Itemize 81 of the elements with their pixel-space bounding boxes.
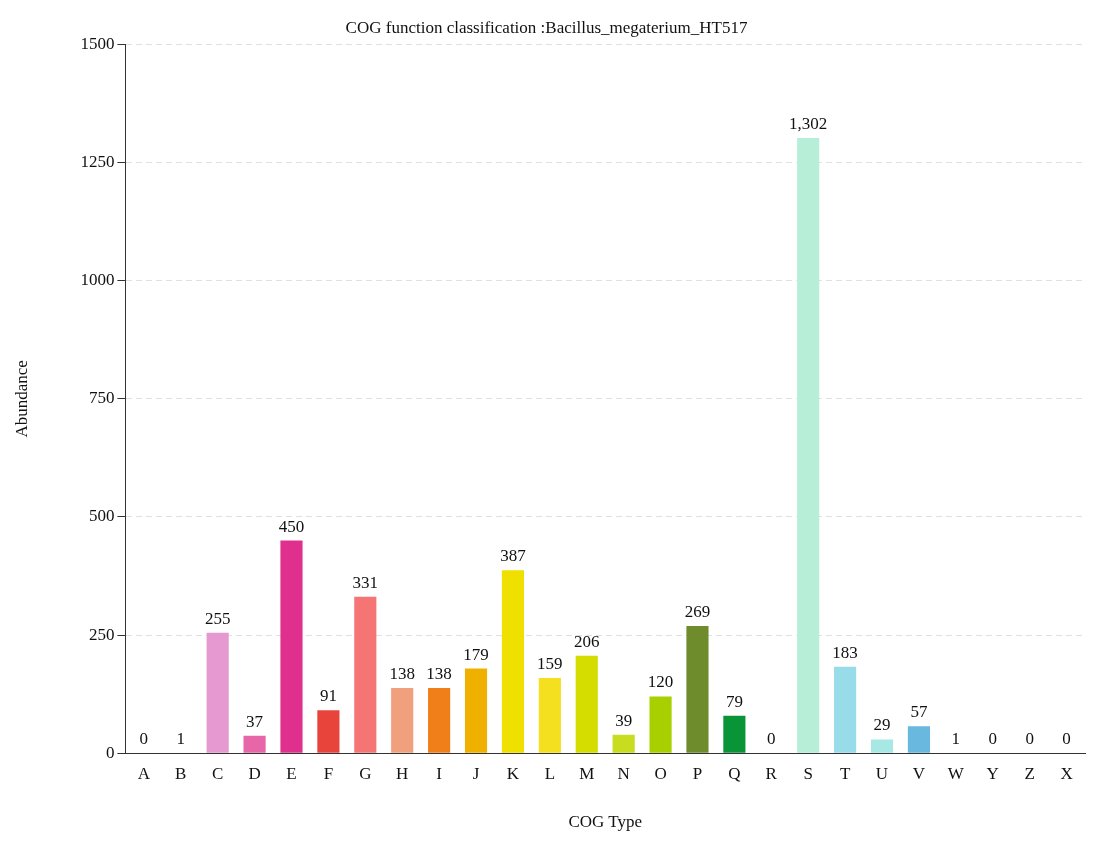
bar bbox=[243, 735, 266, 753]
y-axis-title: Abundance bbox=[11, 360, 31, 438]
bar bbox=[612, 734, 635, 753]
data-label: 179 bbox=[463, 644, 489, 664]
data-label: 37 bbox=[246, 711, 264, 731]
bar bbox=[317, 710, 340, 753]
x-tick-label: Z bbox=[1024, 763, 1035, 783]
bar bbox=[464, 668, 488, 753]
data-label: 29 bbox=[873, 715, 891, 735]
bar bbox=[870, 739, 894, 753]
x-tick-label: G bbox=[359, 763, 372, 783]
x-tick-label: Q bbox=[728, 763, 741, 783]
chart-title: COG function classification :Bacillus_megaterium_HT517 bbox=[345, 17, 748, 37]
data-label: 120 bbox=[647, 672, 674, 692]
y-tick-label: 1000 bbox=[80, 270, 115, 290]
x-tick-label: A bbox=[137, 763, 151, 783]
data-label: 387 bbox=[500, 546, 527, 566]
x-tick-label: K bbox=[506, 763, 520, 783]
x-tick-label: R bbox=[765, 763, 778, 783]
x-tick-label: W bbox=[947, 763, 965, 783]
bar bbox=[391, 687, 414, 753]
bar bbox=[649, 696, 672, 753]
x-tick-label: C bbox=[212, 763, 224, 783]
data-label: 0 bbox=[1062, 729, 1071, 749]
data-label: 450 bbox=[278, 516, 305, 536]
x-tick-label: H bbox=[396, 763, 409, 783]
x-tick-label: O bbox=[654, 763, 667, 783]
x-tick-label: T bbox=[839, 763, 851, 783]
data-label: 255 bbox=[204, 608, 231, 628]
data-label: 0 bbox=[988, 729, 997, 749]
bar bbox=[575, 655, 598, 753]
x-tick-label: L bbox=[544, 763, 556, 783]
bar bbox=[834, 666, 857, 753]
x-tick-label: F bbox=[323, 763, 334, 783]
data-label: 138 bbox=[426, 663, 452, 683]
bar bbox=[538, 678, 561, 753]
bar bbox=[907, 726, 930, 753]
bar bbox=[723, 715, 746, 753]
data-label: 1 bbox=[951, 728, 961, 748]
data-label: 206 bbox=[574, 631, 600, 651]
y-tick-label: 1250 bbox=[80, 152, 115, 171]
x-tick-label: E bbox=[286, 763, 297, 783]
x-tick-label: U bbox=[875, 763, 889, 783]
x-tick-label: N bbox=[617, 763, 630, 783]
x-axis-title: COG Type bbox=[568, 812, 642, 832]
data-label: 57 bbox=[910, 702, 928, 722]
x-tick-label: X bbox=[1060, 763, 1073, 783]
data-label: 331 bbox=[352, 572, 379, 592]
bar bbox=[797, 137, 820, 753]
bar bbox=[280, 540, 303, 753]
y-tick-label: 1500 bbox=[80, 33, 115, 53]
data-label: 79 bbox=[725, 691, 743, 711]
x-tick-label: I bbox=[436, 763, 443, 783]
data-label: 1,302 bbox=[789, 113, 828, 133]
data-label: 183 bbox=[832, 642, 858, 662]
x-tick-label: B bbox=[175, 763, 187, 783]
data-label: 269 bbox=[684, 602, 711, 622]
y-tick-label: 250 bbox=[88, 624, 115, 644]
data-label: 0 bbox=[1025, 729, 1034, 749]
bar bbox=[354, 596, 377, 753]
bar bbox=[428, 687, 451, 753]
x-tick-label: Y bbox=[986, 763, 999, 783]
data-label: 0 bbox=[139, 729, 149, 749]
bar bbox=[501, 570, 524, 753]
data-label: 91 bbox=[319, 686, 337, 706]
data-label: 138 bbox=[389, 663, 415, 683]
x-tick-label: M bbox=[579, 763, 595, 783]
x-tick-label: D bbox=[248, 763, 261, 783]
data-label: 0 bbox=[767, 729, 776, 749]
bar bbox=[206, 632, 229, 753]
data-label: 1 bbox=[176, 728, 186, 748]
y-tick-label: 750 bbox=[88, 388, 115, 408]
x-tick-label: S bbox=[803, 763, 813, 783]
y-tick-label: 0 bbox=[105, 742, 115, 762]
y-tick-label: 500 bbox=[88, 506, 115, 526]
x-tick-label: V bbox=[912, 763, 926, 783]
data-label: 39 bbox=[615, 710, 633, 730]
bar bbox=[686, 626, 709, 753]
x-tick-label: J bbox=[472, 763, 480, 783]
x-tick-label: P bbox=[692, 763, 703, 783]
data-label: 159 bbox=[537, 654, 563, 674]
